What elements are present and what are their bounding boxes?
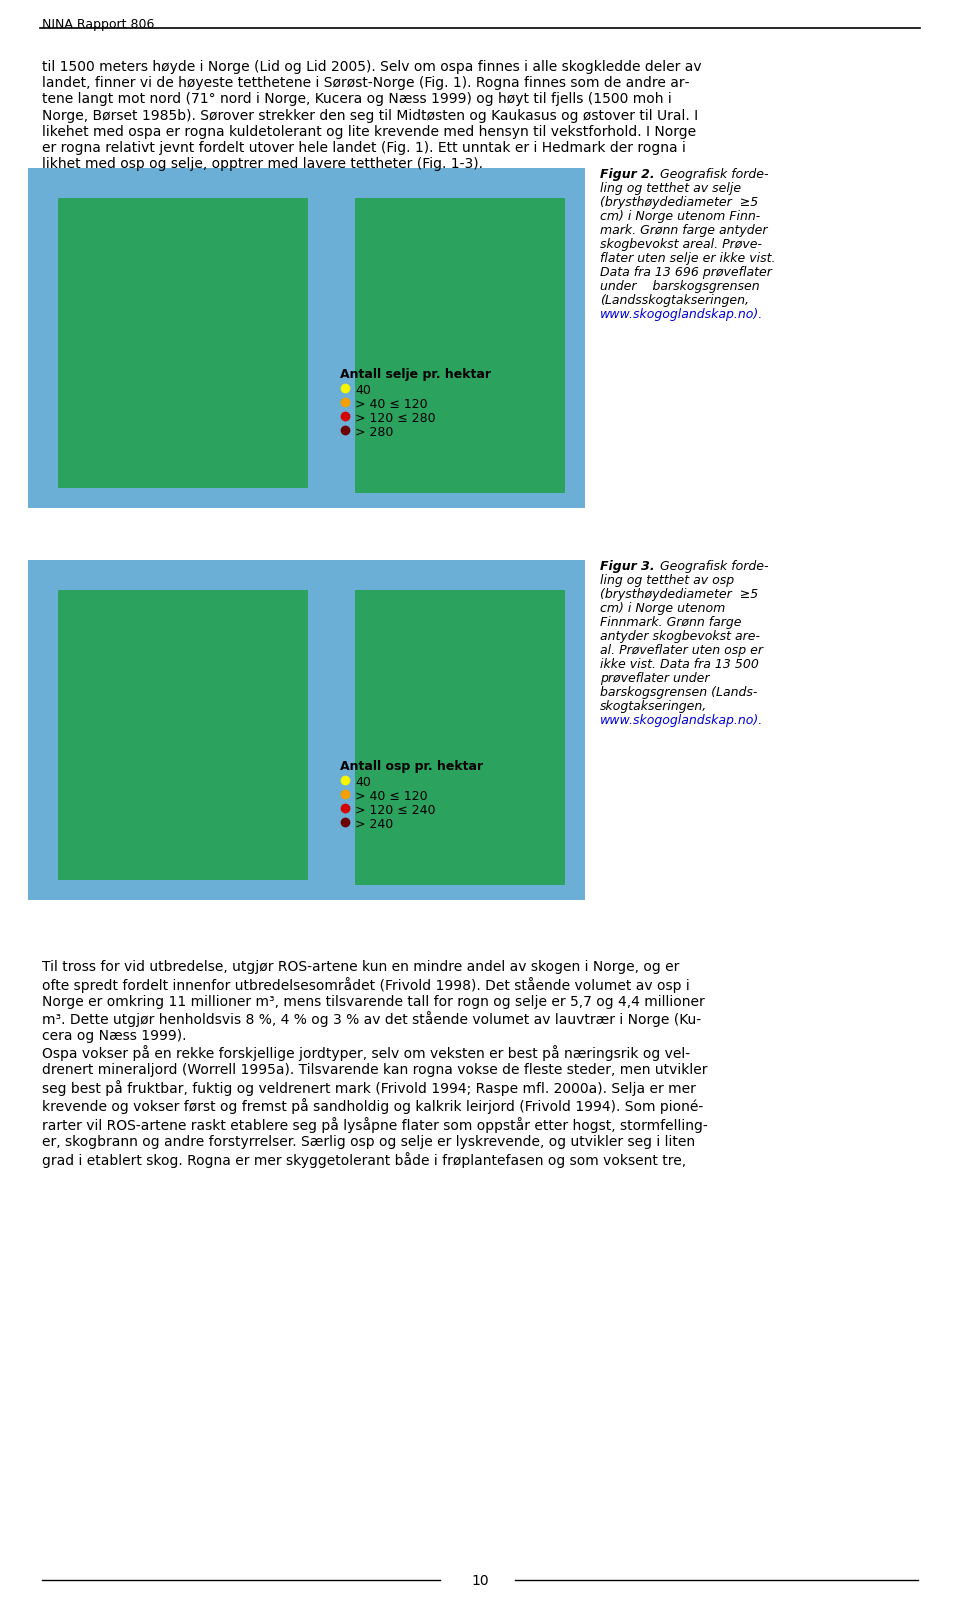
- Text: Geografisk forde-: Geografisk forde-: [652, 168, 769, 181]
- Text: 40: 40: [355, 383, 371, 398]
- Text: ling og tetthet av selje: ling og tetthet av selje: [600, 181, 741, 196]
- Text: al. Prøveflater uten osp er: al. Prøveflater uten osp er: [600, 643, 763, 658]
- Text: mark. Grønn farge antyder: mark. Grønn farge antyder: [600, 225, 767, 237]
- Text: 40: 40: [355, 776, 371, 789]
- Text: Ospa vokser på en rekke forskjellige jordtyper, selv om veksten er best på nærin: Ospa vokser på en rekke forskjellige jor…: [42, 1044, 708, 1168]
- Text: > 40 ≤ 120: > 40 ≤ 120: [355, 791, 427, 804]
- FancyBboxPatch shape: [335, 168, 585, 508]
- Text: (brysthøydediameter  ≥5: (brysthøydediameter ≥5: [600, 196, 758, 209]
- Text: > 40 ≤ 120: > 40 ≤ 120: [355, 398, 427, 411]
- FancyBboxPatch shape: [28, 168, 338, 508]
- Text: Data fra 13 696 prøveflater: Data fra 13 696 prøveflater: [600, 266, 772, 279]
- FancyBboxPatch shape: [355, 197, 565, 492]
- Text: Til tross for vid utbredelse, utgjør ROS-artene kun en mindre andel av skogen i : Til tross for vid utbredelse, utgjør ROS…: [42, 961, 705, 1044]
- Text: > 240: > 240: [355, 818, 394, 831]
- FancyBboxPatch shape: [355, 590, 565, 885]
- Text: cm) i Norge utenom Finn-: cm) i Norge utenom Finn-: [600, 210, 760, 223]
- Text: Figur 2.: Figur 2.: [600, 168, 655, 181]
- Text: Geografisk forde-: Geografisk forde-: [652, 560, 769, 573]
- Text: til 1500 meters høyde i Norge (Lid og Lid 2005). Selv om ospa finnes i alle skog: til 1500 meters høyde i Norge (Lid og Li…: [42, 59, 702, 172]
- Text: ling og tetthet av osp: ling og tetthet av osp: [600, 574, 734, 587]
- FancyBboxPatch shape: [58, 197, 308, 488]
- FancyBboxPatch shape: [335, 560, 585, 900]
- Text: www.skogoglandskap.no).: www.skogoglandskap.no).: [600, 714, 763, 727]
- Text: (brysthøydediameter  ≥5: (brysthøydediameter ≥5: [600, 589, 758, 602]
- Text: antyder skogbevokst are-: antyder skogbevokst are-: [600, 630, 760, 643]
- Text: skogbevokst areal. Prøve-: skogbevokst areal. Prøve-: [600, 237, 762, 250]
- FancyBboxPatch shape: [28, 560, 338, 900]
- Text: under    barskogsgrensen: under barskogsgrensen: [600, 281, 759, 294]
- Text: 10: 10: [471, 1574, 489, 1588]
- Text: (Landsskogtakseringen,: (Landsskogtakseringen,: [600, 294, 749, 306]
- Text: > 280: > 280: [355, 427, 394, 439]
- Text: > 120 ≤ 280: > 120 ≤ 280: [355, 412, 436, 425]
- Text: flater uten selje er ikke vist.: flater uten selje er ikke vist.: [600, 252, 776, 265]
- Text: NINA Rapport 806: NINA Rapport 806: [42, 18, 155, 30]
- Text: Antall osp pr. hektar: Antall osp pr. hektar: [340, 760, 483, 773]
- Text: ikke vist. Data fra 13 500: ikke vist. Data fra 13 500: [600, 658, 758, 670]
- Text: skogtakseringen,: skogtakseringen,: [600, 699, 708, 714]
- Text: Figur 3.: Figur 3.: [600, 560, 655, 573]
- Text: barskogsgrensen (Lands-: barskogsgrensen (Lands-: [600, 687, 757, 699]
- FancyBboxPatch shape: [58, 590, 308, 881]
- Text: Antall selje pr. hektar: Antall selje pr. hektar: [340, 367, 491, 382]
- Text: cm) i Norge utenom: cm) i Norge utenom: [600, 602, 725, 614]
- Text: > 120 ≤ 240: > 120 ≤ 240: [355, 804, 436, 816]
- Text: www.skogoglandskap.no).: www.skogoglandskap.no).: [600, 308, 763, 321]
- Text: prøveflater under: prøveflater under: [600, 672, 709, 685]
- Text: Finnmark. Grønn farge: Finnmark. Grønn farge: [600, 616, 741, 629]
